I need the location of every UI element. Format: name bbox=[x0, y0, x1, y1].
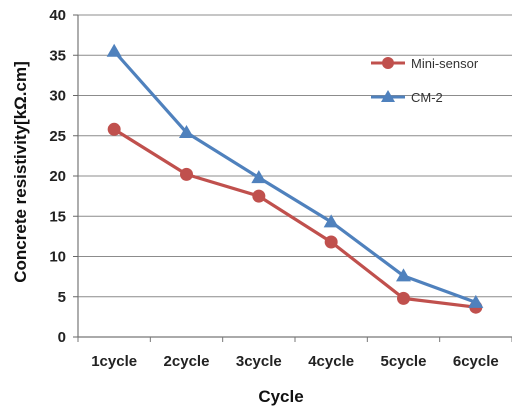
y-tick-label: 30 bbox=[49, 88, 66, 105]
data-point-mini-sensor bbox=[324, 235, 338, 249]
x-tick-label: 3cycle bbox=[236, 353, 282, 370]
y-tick-label: 0 bbox=[58, 329, 66, 346]
data-point-mini-sensor bbox=[180, 167, 193, 181]
legend-label-mini-sensor: Mini-sensor bbox=[411, 56, 479, 71]
legend-marker-mini-sensor bbox=[382, 57, 394, 69]
data-point-mini-sensor bbox=[252, 189, 266, 203]
x-axis-title: Cycle bbox=[258, 387, 303, 406]
x-tick-label: 1cycle bbox=[91, 353, 137, 370]
data-point-cm-2 bbox=[106, 43, 122, 57]
y-tick-label: 10 bbox=[49, 249, 66, 266]
series-line-cm-2 bbox=[112, 50, 477, 304]
y-tick-label: 35 bbox=[49, 47, 66, 64]
y-tick-label: 25 bbox=[49, 128, 66, 145]
y-tick-label: 15 bbox=[49, 208, 66, 225]
data-point-cm-2 bbox=[251, 170, 267, 184]
y-tick-label: 5 bbox=[58, 289, 66, 306]
data-point-mini-sensor bbox=[107, 122, 121, 136]
grid-lines bbox=[78, 14, 512, 298]
legend-label-cm-2: CM-2 bbox=[411, 90, 443, 105]
y-axis-title: Concrete resistivity[kΩ.cm] bbox=[11, 61, 30, 283]
x-tick-label: 6cycle bbox=[453, 353, 499, 370]
data-point-cm-2 bbox=[179, 125, 194, 139]
data-point-cm-2 bbox=[468, 294, 484, 308]
x-tick-label: 5cycle bbox=[381, 353, 427, 370]
x-axis-ticks: 1cycle 2cycle 3cycle 4cycle 5cycle 6cycle bbox=[77, 337, 512, 370]
series-group bbox=[106, 43, 484, 314]
data-point-cm-2 bbox=[323, 214, 339, 228]
data-point-mini-sensor bbox=[397, 291, 410, 305]
x-tick-label: 4cycle bbox=[308, 353, 354, 370]
y-tick-label: 40 bbox=[49, 7, 66, 24]
legend: Mini-sensor CM-2 bbox=[371, 56, 479, 105]
y-axis-ticks: 0 5 10 15 20 25 30 35 40 bbox=[49, 7, 78, 346]
legend-marker-cm-2 bbox=[381, 90, 395, 102]
series-line-mini-sensor bbox=[113, 127, 477, 309]
x-tick-label: 2cycle bbox=[164, 353, 210, 370]
y-tick-label: 20 bbox=[49, 168, 66, 185]
data-point-cm-2 bbox=[396, 268, 411, 282]
